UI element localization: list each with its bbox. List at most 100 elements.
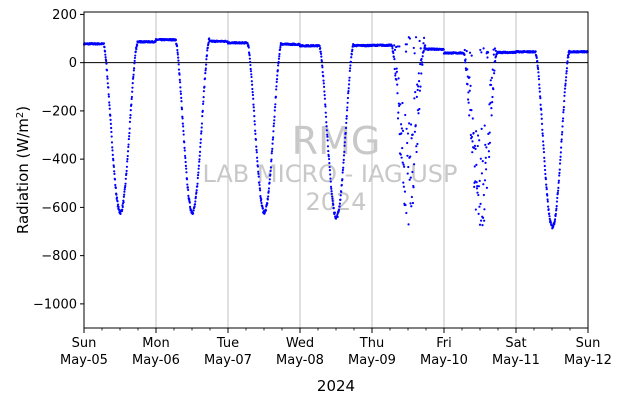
data-point (406, 132, 410, 135)
data-point (257, 172, 260, 175)
data-point (418, 39, 421, 43)
data-point (465, 49, 468, 53)
data-point (349, 64, 352, 67)
data-point (203, 85, 206, 88)
data-point (203, 77, 207, 80)
data-point (417, 112, 420, 115)
data-point (402, 185, 405, 188)
data-point (538, 87, 541, 90)
data-point (329, 177, 332, 180)
data-point (274, 103, 277, 106)
data-point (471, 151, 474, 154)
data-point (491, 68, 494, 71)
data-point (402, 163, 405, 166)
data-point (261, 207, 264, 210)
data-point (481, 159, 484, 163)
data-point (567, 56, 570, 59)
data-point (272, 122, 276, 125)
data-point (563, 87, 567, 90)
data-point (471, 140, 474, 143)
data-point (395, 67, 398, 70)
data-point (264, 209, 268, 212)
data-point (187, 194, 190, 197)
data-point (558, 168, 561, 171)
data-point (320, 55, 323, 58)
data-point (469, 84, 472, 87)
data-point (416, 83, 419, 86)
data-point (268, 181, 271, 184)
data-point (488, 155, 491, 159)
data-point (126, 154, 129, 158)
data-point (414, 91, 417, 94)
data-point (482, 183, 485, 186)
data-point (208, 37, 211, 40)
data-point (255, 148, 258, 152)
data-point (555, 205, 558, 208)
data-point (278, 48, 282, 51)
data-point (409, 155, 412, 158)
data-point (560, 133, 564, 136)
data-point (249, 63, 252, 67)
data-point (472, 146, 476, 149)
data-point (417, 72, 420, 75)
data-point (103, 50, 107, 53)
data-point (481, 216, 485, 219)
data-point (249, 60, 252, 64)
data-point (263, 211, 266, 214)
data-point (251, 93, 255, 97)
watermark-line-1: RMG (292, 119, 381, 163)
data-point (332, 206, 335, 210)
data-point (343, 144, 346, 147)
data-point (254, 138, 258, 141)
data-point (555, 207, 558, 210)
data-point (545, 183, 548, 186)
data-point (205, 58, 208, 61)
data-point (198, 154, 201, 157)
data-point (536, 59, 539, 63)
data-point (418, 107, 421, 111)
data-point (470, 54, 473, 57)
data-point (250, 73, 253, 76)
data-point (478, 223, 482, 226)
data-point (407, 223, 410, 226)
data-point (413, 97, 416, 100)
data-point (330, 192, 333, 195)
data-point (250, 83, 254, 86)
data-point (104, 53, 107, 56)
data-point (181, 115, 184, 118)
x-tick-date: May-09 (348, 353, 396, 368)
data-point (341, 178, 344, 181)
data-point (131, 86, 134, 89)
data-point (326, 145, 330, 148)
data-point (181, 117, 184, 120)
data-point (128, 127, 131, 130)
data-point (131, 77, 135, 80)
data-point (320, 60, 323, 63)
data-point (408, 122, 411, 125)
data-point (400, 156, 403, 159)
data-point (267, 195, 270, 198)
data-point (250, 80, 253, 83)
data-point (198, 150, 202, 153)
data-point (396, 45, 399, 48)
data-point (116, 200, 119, 203)
data-point (132, 75, 135, 79)
data-point (562, 108, 565, 112)
data-point (463, 53, 466, 56)
data-point (563, 94, 566, 97)
y-axis-label-tail: ) (14, 106, 32, 112)
data-point (400, 132, 403, 135)
data-point (256, 165, 260, 168)
data-point (558, 171, 561, 175)
data-point (119, 212, 122, 215)
data-point (548, 212, 551, 215)
data-point (194, 195, 197, 198)
data-point (196, 185, 199, 188)
data-point (112, 165, 116, 168)
data-point (468, 76, 471, 79)
x-axis-ticks: Sun May-05 Mon May-06 Tue May-07 Wed May-08 Thu M… (60, 328, 612, 368)
data-point (199, 145, 202, 148)
data-point (543, 160, 546, 163)
data-point (124, 184, 127, 188)
data-point (342, 161, 345, 164)
